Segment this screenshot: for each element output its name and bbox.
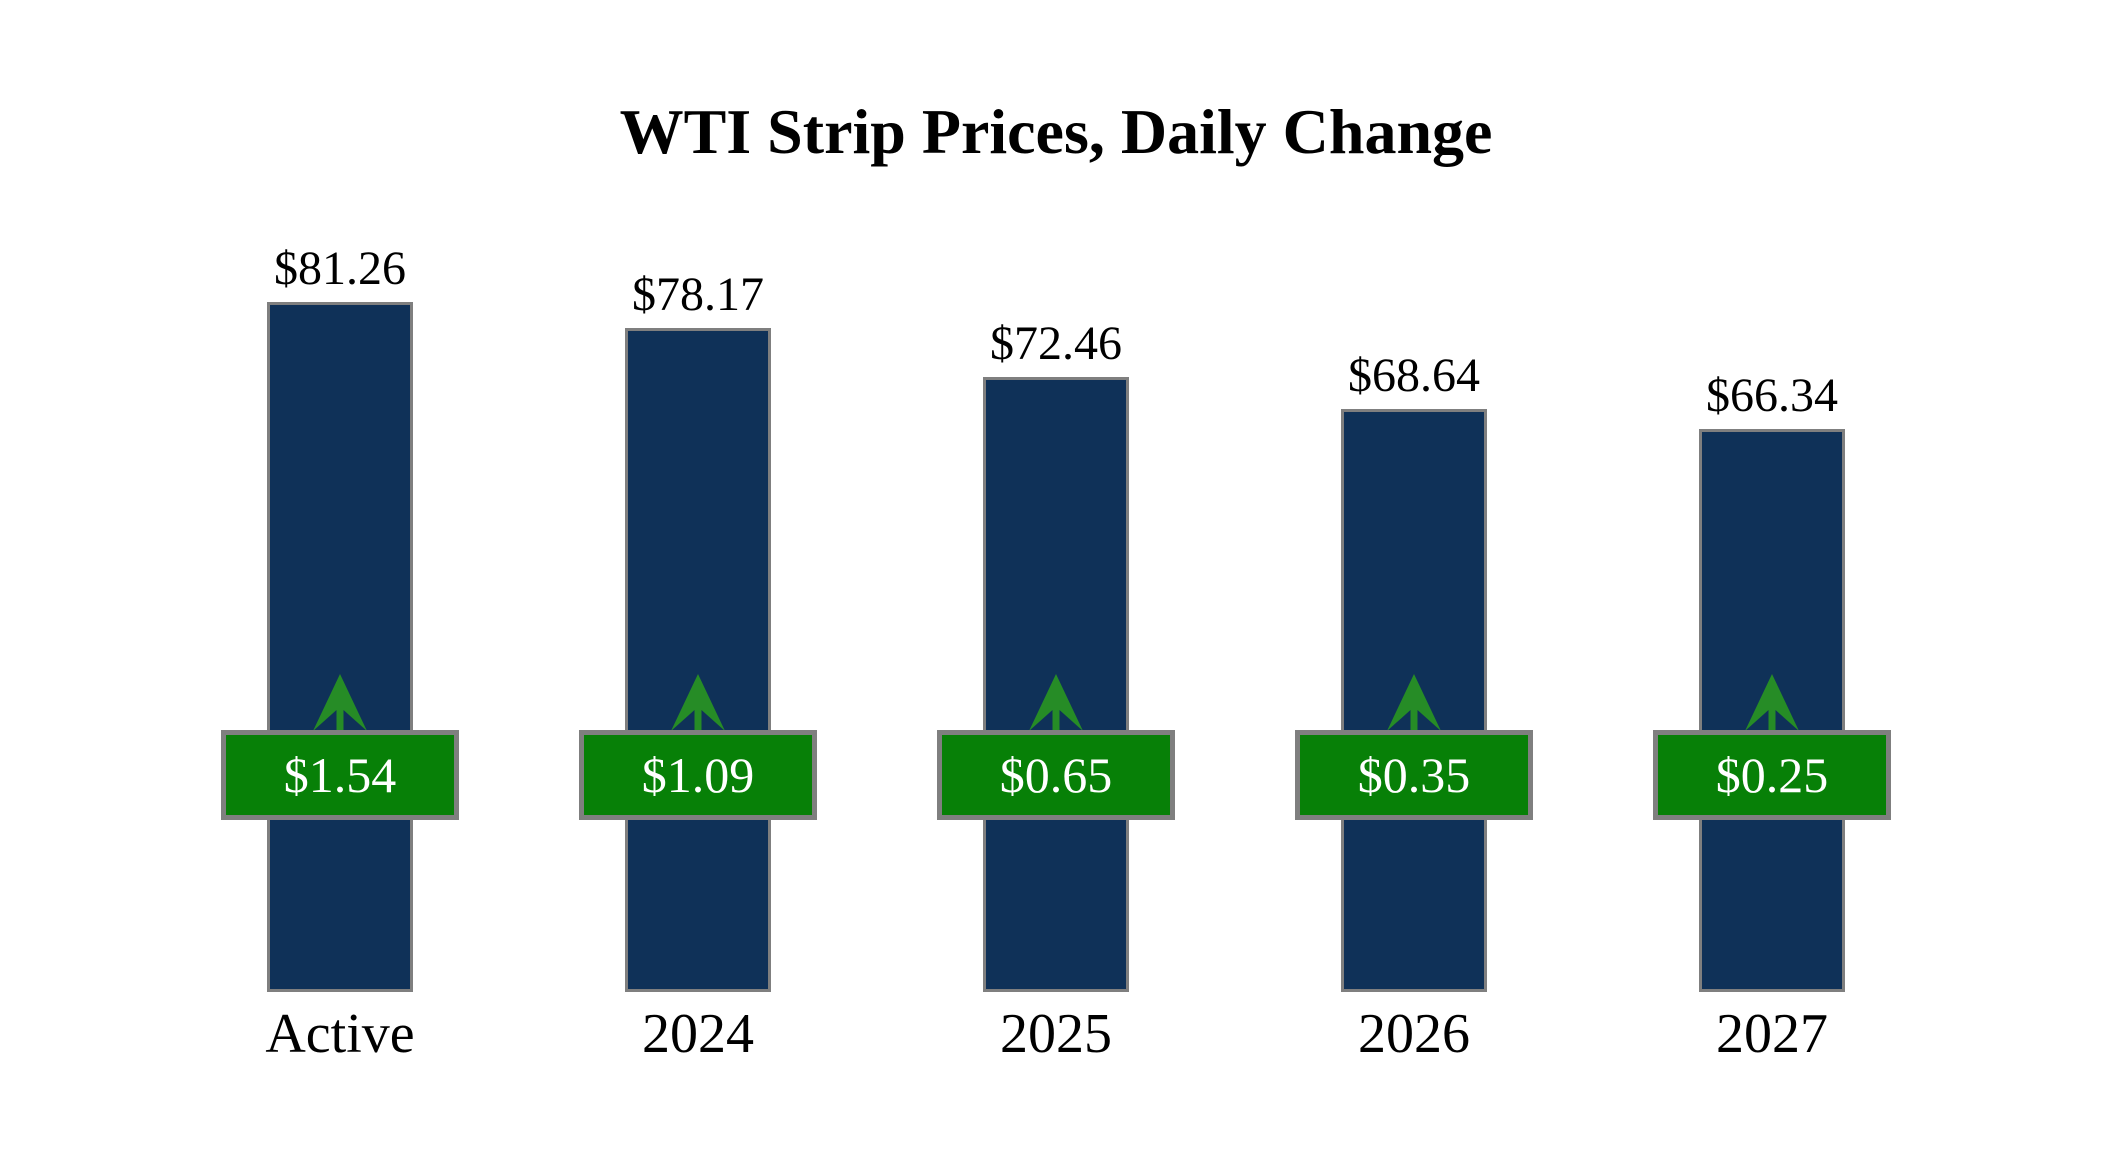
chart-title: WTI Strip Prices, Daily Change (619, 96, 1493, 167)
bar-value-label: $66.34 (1706, 369, 1838, 422)
daily-change-value: $0.25 (1715, 747, 1829, 803)
up-arrow-icon (1029, 674, 1083, 732)
category-label: 2027 (1716, 1003, 1828, 1065)
daily-change-badge: $0.65 (937, 730, 1175, 820)
up-arrow-icon (313, 674, 367, 732)
daily-change-value: $0.65 (999, 747, 1113, 803)
category-label: 2025 (1000, 1003, 1112, 1065)
bar-group-2025: $72.46 $0.65 2025 (877, 0, 1235, 1152)
strip-price-bar (267, 302, 413, 992)
daily-change-badge: $0.35 (1295, 730, 1533, 820)
bar-group-active: $81.26 $1.54 Active (161, 0, 519, 1152)
category-label: 2024 (642, 1003, 754, 1065)
up-arrow-icon (1387, 674, 1441, 732)
bar-value-label: $78.17 (632, 268, 764, 321)
daily-change-badge: $1.09 (579, 730, 817, 820)
bar-group-2027: $66.34 $0.25 2027 (1593, 0, 1951, 1152)
daily-change-value: $1.09 (641, 747, 755, 803)
daily-change-value: $0.35 (1357, 747, 1471, 803)
daily-change-badge: $1.54 (221, 730, 459, 820)
category-label: Active (265, 1003, 415, 1065)
bar-value-label: $72.46 (990, 317, 1122, 370)
bar-group-2026: $68.64 $0.35 2026 (1235, 0, 1593, 1152)
daily-change-value: $1.54 (283, 747, 397, 803)
daily-change-badge: $0.25 (1653, 730, 1891, 820)
category-label: 2026 (1358, 1003, 1470, 1065)
strip-price-bar (625, 328, 771, 992)
bar-value-label: $68.64 (1348, 349, 1480, 402)
up-arrow-icon (1745, 674, 1799, 732)
bar-group-2024: $78.17 $1.09 2024 (519, 0, 877, 1152)
bar-value-label: $81.26 (274, 242, 406, 295)
up-arrow-icon (671, 674, 725, 732)
